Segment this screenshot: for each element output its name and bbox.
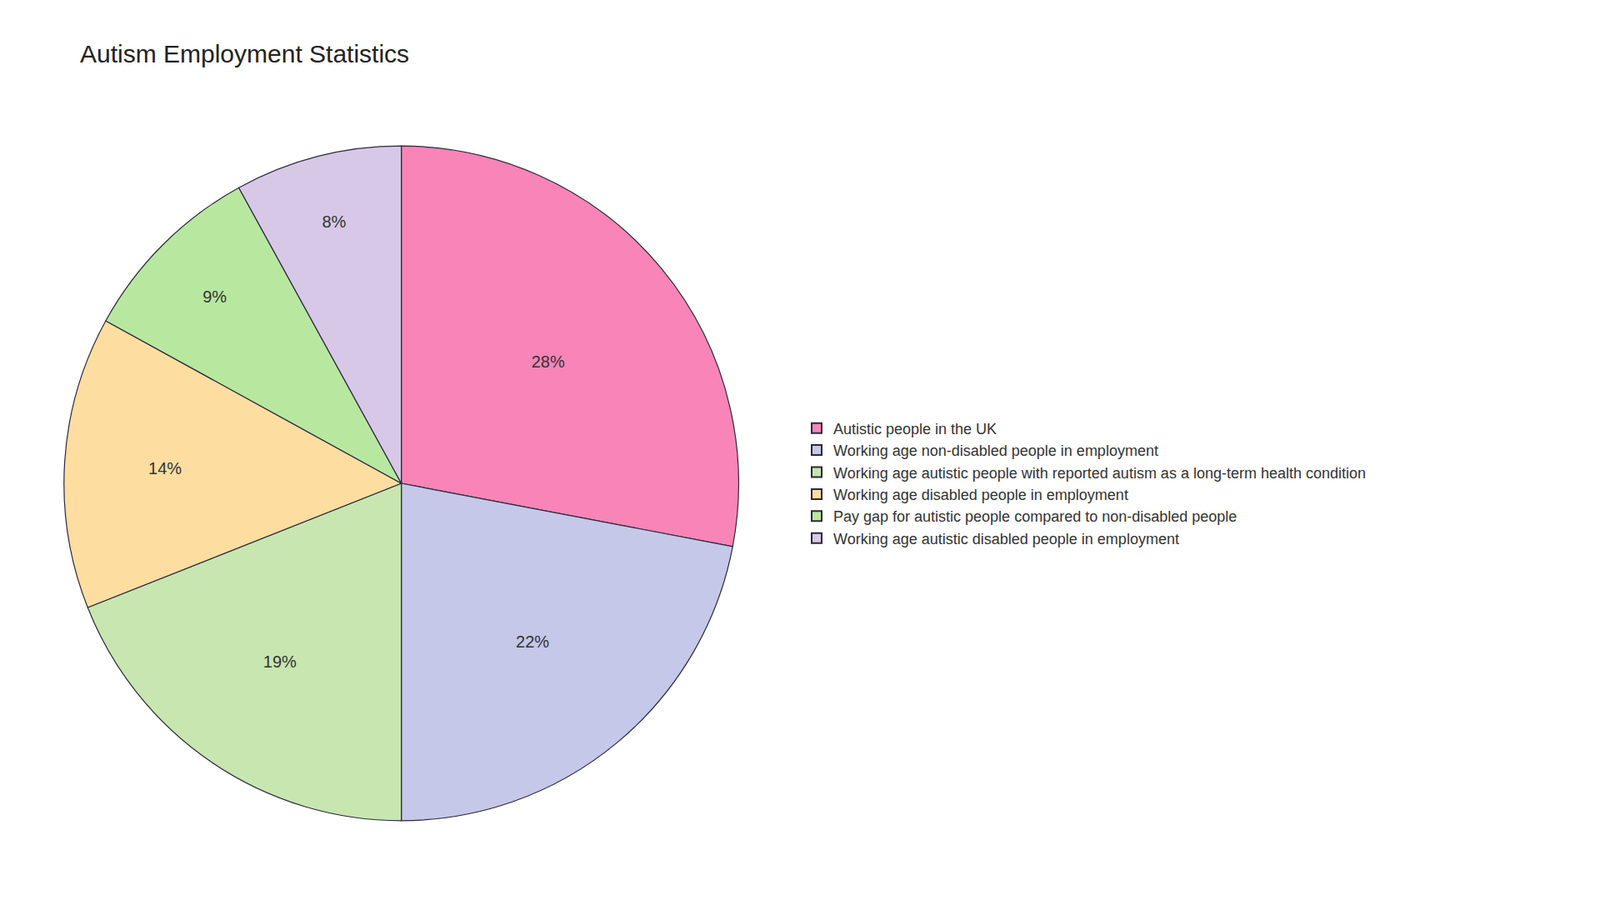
svg-text:Working age disabled people in: Working age disabled people in employmen…: [833, 486, 1129, 504]
svg-text:Working age autistic disabled: Working age autistic disabled people in …: [833, 530, 1180, 548]
svg-text:Working age autistic people wi: Working age autistic people with reporte…: [833, 465, 1366, 482]
svg-text:Autistic people in the UK: Autistic people in the UK: [833, 420, 997, 438]
svg-text:14%: 14%: [148, 459, 182, 478]
svg-text:9%: 9%: [202, 287, 227, 306]
svg-text:8%: 8%: [321, 212, 346, 231]
svg-text:22%: 22%: [515, 632, 550, 651]
svg-text:Working age non-disabled peopl: Working age non-disabled people in emplo…: [833, 442, 1159, 460]
svg-text:28%: 28%: [531, 352, 565, 371]
svg-text:19%: 19%: [263, 652, 297, 671]
svg-text:Autism Employment Statistics: Autism Employment Statistics: [80, 40, 410, 68]
svg-text:Pay gap for autistic people co: Pay gap for autistic people compared to …: [833, 508, 1237, 525]
